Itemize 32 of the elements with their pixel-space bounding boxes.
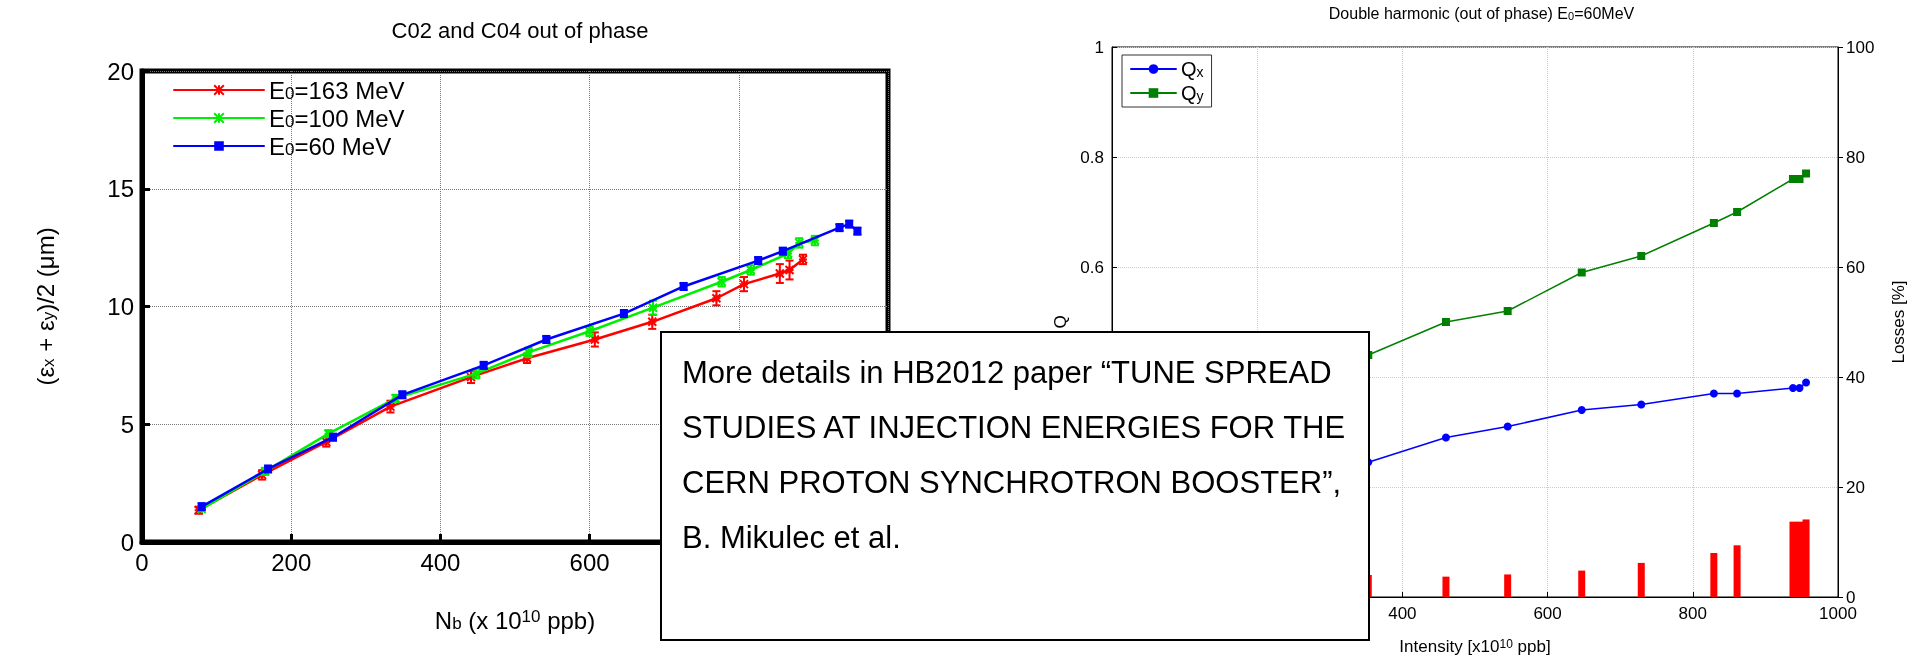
legend-label: E0=100 MeV bbox=[269, 104, 405, 132]
y-axis-title: (εx + εy)/2 (μm) bbox=[31, 227, 59, 386]
y-tick-label: 5 bbox=[120, 410, 134, 438]
x-tick-label: 800 bbox=[1678, 604, 1707, 623]
y-tick-label: 1 bbox=[1094, 37, 1104, 57]
legend-label: Qy bbox=[1181, 82, 1204, 104]
y-tick-label: 10 bbox=[107, 293, 134, 320]
x-tick-label: 400 bbox=[1388, 604, 1417, 623]
annotation: More details in HB2012 paper “TUNE SPREAD STUDIES AT INJECTION ENERGIES FOR THE CERN PROTON SYNCHROTRON BOOSTER”, B. Mikulec et al. bbox=[682, 354, 1347, 557]
x-tick-label: 600 bbox=[1533, 604, 1562, 623]
legend-label: Qx bbox=[1181, 58, 1204, 80]
y-tick-label: 20 bbox=[107, 57, 134, 85]
legend-label: E0=163 MeV bbox=[269, 76, 405, 104]
x-tick-label: 1000 bbox=[1819, 604, 1857, 623]
y2-tick-label: 20 bbox=[1846, 477, 1865, 497]
y-axis-title: Q bbox=[1051, 315, 1071, 329]
x-tick-label: 200 bbox=[271, 548, 312, 576]
x-tick-label: 600 bbox=[569, 548, 610, 576]
y2-tick-label: 0 bbox=[1846, 587, 1856, 607]
y-tick-label: 15 bbox=[107, 175, 134, 203]
x-tick-label: 400 bbox=[420, 548, 461, 576]
chart-title: C02 and C04 out of phase bbox=[391, 17, 649, 43]
y2-tick-label: 40 bbox=[1846, 367, 1865, 387]
y2-tick-label: 60 bbox=[1846, 257, 1865, 277]
y-tick-label: 0.8 bbox=[1080, 147, 1104, 167]
legend-label: E0=60 MeV bbox=[269, 132, 392, 160]
y2-tick-label: 100 bbox=[1846, 37, 1875, 57]
y-tick-label: 0.6 bbox=[1080, 257, 1104, 277]
y2-tick-label: 80 bbox=[1846, 147, 1865, 167]
chart-title: Double harmonic (out of phase) E0=60MeV bbox=[1328, 4, 1635, 22]
y-tick-label: 0 bbox=[120, 528, 134, 556]
y2-axis-title: Losses [%] bbox=[1889, 280, 1908, 364]
